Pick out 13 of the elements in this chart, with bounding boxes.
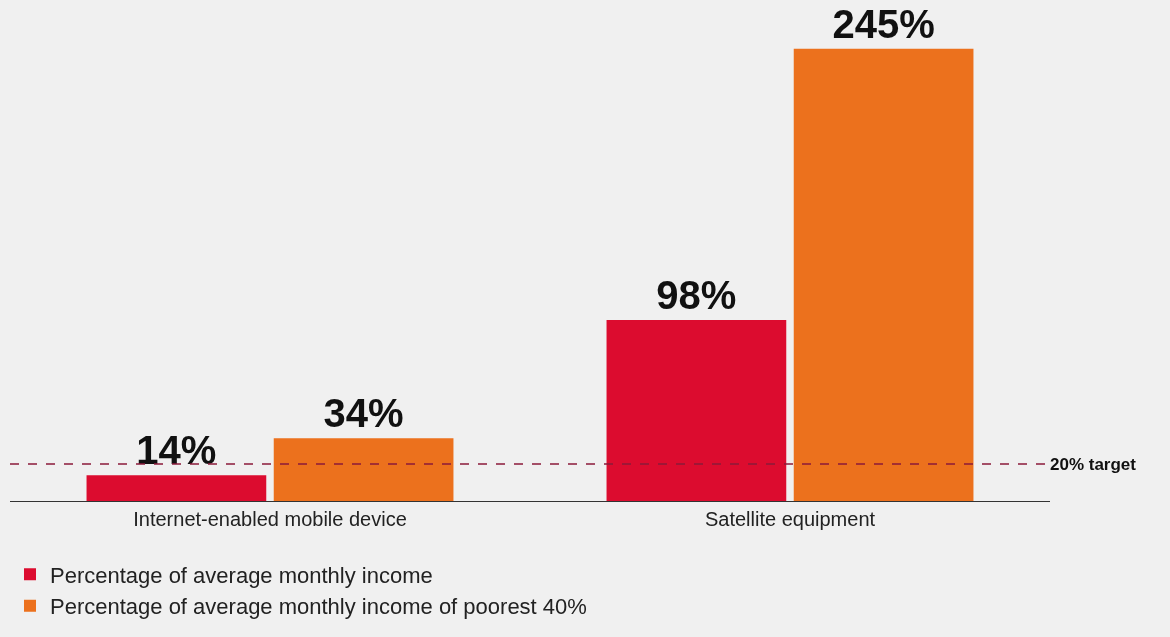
bar	[606, 320, 787, 501]
bar	[86, 475, 267, 501]
legend-label: Percentage of average monthly income	[50, 562, 433, 588]
data-label: 14%	[136, 428, 217, 473]
data-label: 34%	[323, 391, 404, 436]
data-label: 98%	[656, 273, 737, 318]
bar	[273, 438, 454, 501]
ref-line-label: 20% target	[1050, 455, 1137, 474]
legend-label: Percentage of average monthly income of poorest 40%	[50, 594, 587, 620]
data-label: 245%	[832, 1, 935, 46]
x-tick-label: Internet-enabled mobile device	[133, 508, 407, 530]
bar	[793, 48, 974, 501]
x-tick-label: Satellite equipment	[704, 508, 876, 530]
